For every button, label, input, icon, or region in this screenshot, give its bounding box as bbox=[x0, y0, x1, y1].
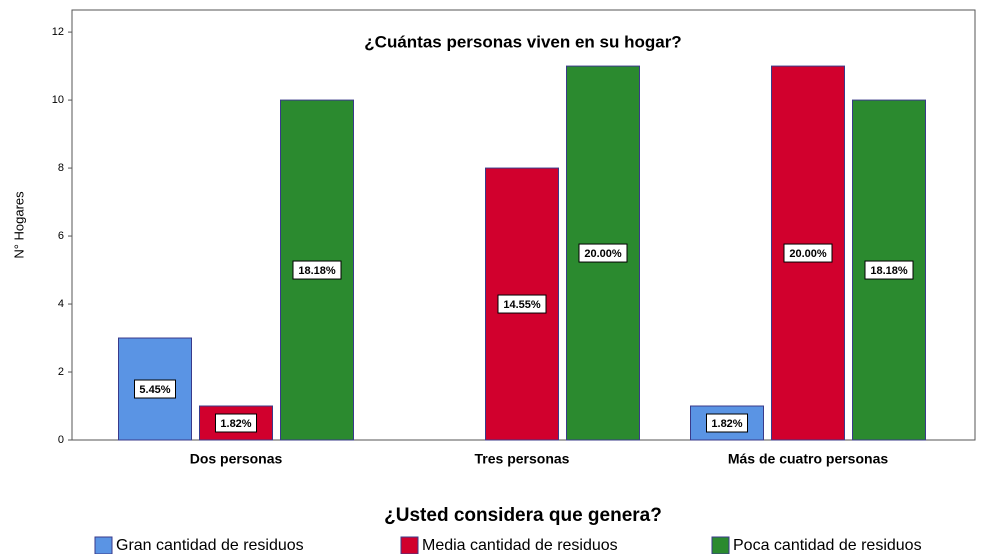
data-label: 18.18% bbox=[298, 265, 336, 277]
y-tick-label: 12 bbox=[52, 26, 64, 38]
label-box bbox=[292, 260, 342, 280]
label-box bbox=[497, 294, 547, 314]
data-label: 20.00% bbox=[584, 248, 622, 260]
x-tick-label: Más de cuatro personas bbox=[728, 451, 888, 467]
y-axis-label: N° Hogares bbox=[11, 191, 26, 259]
chart-title: ¿Cuántas personas viven en su hogar? bbox=[364, 32, 681, 51]
legend-label: Media cantidad de residuos bbox=[422, 537, 618, 554]
legend-swatch bbox=[400, 536, 419, 554]
y-tick-label: 6 bbox=[58, 230, 64, 242]
x-tick-label: Dos personas bbox=[190, 451, 283, 467]
label-box bbox=[706, 413, 748, 433]
y-tick-label: 8 bbox=[58, 162, 64, 174]
y-tick-label: 0 bbox=[58, 434, 64, 446]
data-label: 5.45% bbox=[139, 384, 170, 396]
y-tick-label: 10 bbox=[52, 94, 64, 106]
y-tick-label: 2 bbox=[58, 366, 64, 378]
data-label: 18.18% bbox=[870, 265, 908, 277]
data-label: 20.00% bbox=[789, 248, 827, 260]
legend-title: ¿Usted considera que genera? bbox=[384, 505, 662, 526]
data-label: 14.55% bbox=[503, 299, 541, 311]
label-box bbox=[578, 243, 628, 263]
label-box bbox=[134, 379, 176, 399]
data-label: 1.82% bbox=[220, 418, 251, 430]
y-tick-label: 4 bbox=[58, 298, 64, 310]
data-label: 1.82% bbox=[711, 418, 742, 430]
x-tick-label: Tres personas bbox=[475, 451, 570, 467]
legend-label: Poca cantidad de residuos bbox=[733, 537, 922, 554]
label-box bbox=[215, 413, 257, 433]
label-box bbox=[783, 243, 833, 263]
legend-label: Gran cantidad de residuos bbox=[116, 537, 304, 554]
legend-swatch bbox=[94, 536, 113, 554]
legend-swatch bbox=[711, 536, 730, 554]
label-box bbox=[864, 260, 914, 280]
